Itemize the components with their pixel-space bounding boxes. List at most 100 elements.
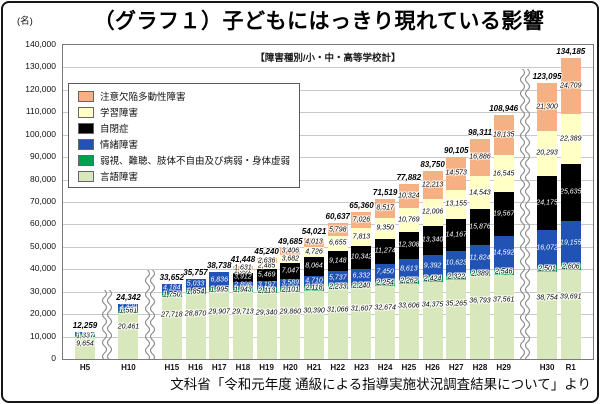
bar-H18: 29,713 1,943 2,898 3,912 1,351 1,631 41,448 H18 [231,255,255,372]
segment-value-label: 20,293 [536,149,558,157]
bar-segment: 3,406 [280,247,301,256]
segment-value-label: 13,155 [445,200,467,208]
bar-total-label: 77,882 [396,173,422,183]
legend-swatch [78,122,94,134]
bar-segment: 2,262 [398,277,419,285]
y-tick-label: 140,000 [25,39,56,49]
axis-break-squiggle [142,269,158,359]
x-tick-label: H27 [448,363,464,372]
segment-value-label: 19,567 [492,210,515,218]
x-tick-label: H19 [259,363,274,372]
bar-segment: 2,606 [560,263,581,271]
bar-segment: 2,424 [422,276,443,283]
segment-value-label: 9,148 [328,257,347,265]
y-tick-label: 0 [51,353,56,363]
bar-segment: 16,545 [493,155,514,193]
segment-value-label: 3,197 [257,281,276,289]
bar-segment: 1,995 [209,286,230,294]
segment-value-label: 3,406 [281,247,300,255]
bar-segment: 2,636 [256,257,277,265]
segment-value-label: 10,769 [398,216,420,224]
x-tick-label: H17 [211,363,227,372]
bar-H28: 36,793 2,389 11,824 15,876 14,543 16,886 98,31… [468,128,492,372]
segment-value-label: 12,308 [398,241,420,249]
x-tick-label: H15 [164,363,180,372]
bar-total-label: 54,021 [301,226,327,236]
segment-value-label: 2,636 [257,257,276,265]
bar-segment: 4,726 [304,246,325,258]
bar-H30: 38,754 2,501 16,072 24,175 20,293 21,300 123,0… [533,72,562,372]
bar-segment: 8,517 [375,198,396,218]
segment-value-label: 6,655 [328,239,347,247]
bar-segment: 3,912 [232,272,253,282]
segment-value-label: 2,898 [234,281,252,289]
segment-value-label: 31,066 [327,306,349,314]
bar-total-label: 108,946 [489,103,519,113]
bar-segment: 8,613 [398,259,419,279]
segment-value-label: 29,713 [232,308,254,316]
x-tick-label: H5 [79,363,91,372]
segment-value-label: 38,754 [536,294,558,302]
bar-segment: 4,710 [304,275,325,287]
segment-value-label: 1,268 [76,329,94,337]
bar-segment: 38,754 [536,272,558,359]
bar-total-label: 71,519 [372,187,398,197]
bar-segment: 11,824 [470,244,490,272]
bar-segment: 2,389 [469,270,490,277]
segment-value-label: 34,375 [421,301,444,309]
segment-value-label: 16,072 [536,244,558,252]
bar-segment: 13,155 [445,189,467,220]
legend-swatch [78,90,94,102]
bar-H25: 33,606 2,262 8,613 12,308 10,769 10,324 77,882… [397,173,421,372]
segment-value-label: 2,606 [562,263,580,271]
x-tick-label: R1 [565,363,576,372]
bar-segment: 2,320 [118,304,139,311]
segment-value-label: 2,240 [352,282,371,290]
bar-segment: 1,561 [118,308,139,315]
segment-value-label: 2,262 [400,277,418,285]
bar-segment: 9,654 [75,337,95,359]
bar-segment: 14,543 [469,176,491,210]
bar-segment: 24,175 [536,176,558,231]
bar-segment: 2,501 [537,265,558,273]
bar-segment: 9,392 [422,255,443,277]
bars-container: 9,654 1,337 1,268 12,259 H5 20,461 1,561 2,320 2… [63,45,593,372]
bar-segment: 16,886 [469,138,491,177]
segment-value-label: 29,340 [255,309,278,317]
segment-value-label: 4,184 [163,284,181,292]
segment-value-label: 1,351 [234,267,252,275]
segment-value-label: 5,469 [257,271,276,279]
y-tick-label: 90,000 [30,151,56,162]
bar-segment: 12,308 [398,231,420,260]
bar-segment: 14,167 [446,219,467,251]
segment-value-label: 2,501 [538,265,556,273]
gridline [63,89,593,91]
y-tick-label: 70,000 [30,196,56,206]
bar-segment: 1,337 [75,332,95,339]
bar-segment: 3,589 [280,279,301,288]
segment-value-label: 28,870 [184,310,207,318]
segment-value-label: 10,342 [350,253,373,261]
bar-segment: 1,631 [232,264,253,271]
segment-value-label: 24,709 [560,82,582,90]
x-tick-label: H10 [121,363,136,372]
segment-value-label: 5,033 [186,280,205,288]
x-tick-label: H24 [377,363,393,372]
segment-value-label: 31,607 [350,305,373,313]
bar-total-label: 45,240 [254,246,279,256]
gridline [63,157,593,159]
bar-H23: 31,607 2,240 6,332 10,342 7,813 7,026 65,360 H2… [349,201,373,372]
bar-H17: 29,907 1,995 6,836 38,738 H17 [207,261,231,372]
segment-value-label: 39,691 [560,293,582,301]
bar-total-label: 49,685 [278,236,303,246]
bar-total-label: 33,652 [159,272,185,282]
segment-value-label: 1,995 [210,286,228,294]
segment-value-label: 7,450 [376,268,394,276]
segment-value-label: 24,175 [536,199,558,207]
segment-value-label: 1,854 [186,288,205,296]
bar-H10: 20,461 1,561 2,320 24,342 H10 [116,293,140,372]
segment-value-label: 36,793 [469,297,491,305]
bar-segment: 1,351 [232,267,253,275]
bar-total-label: 35,757 [183,267,208,277]
bar-segment: 7,026 [351,212,372,229]
